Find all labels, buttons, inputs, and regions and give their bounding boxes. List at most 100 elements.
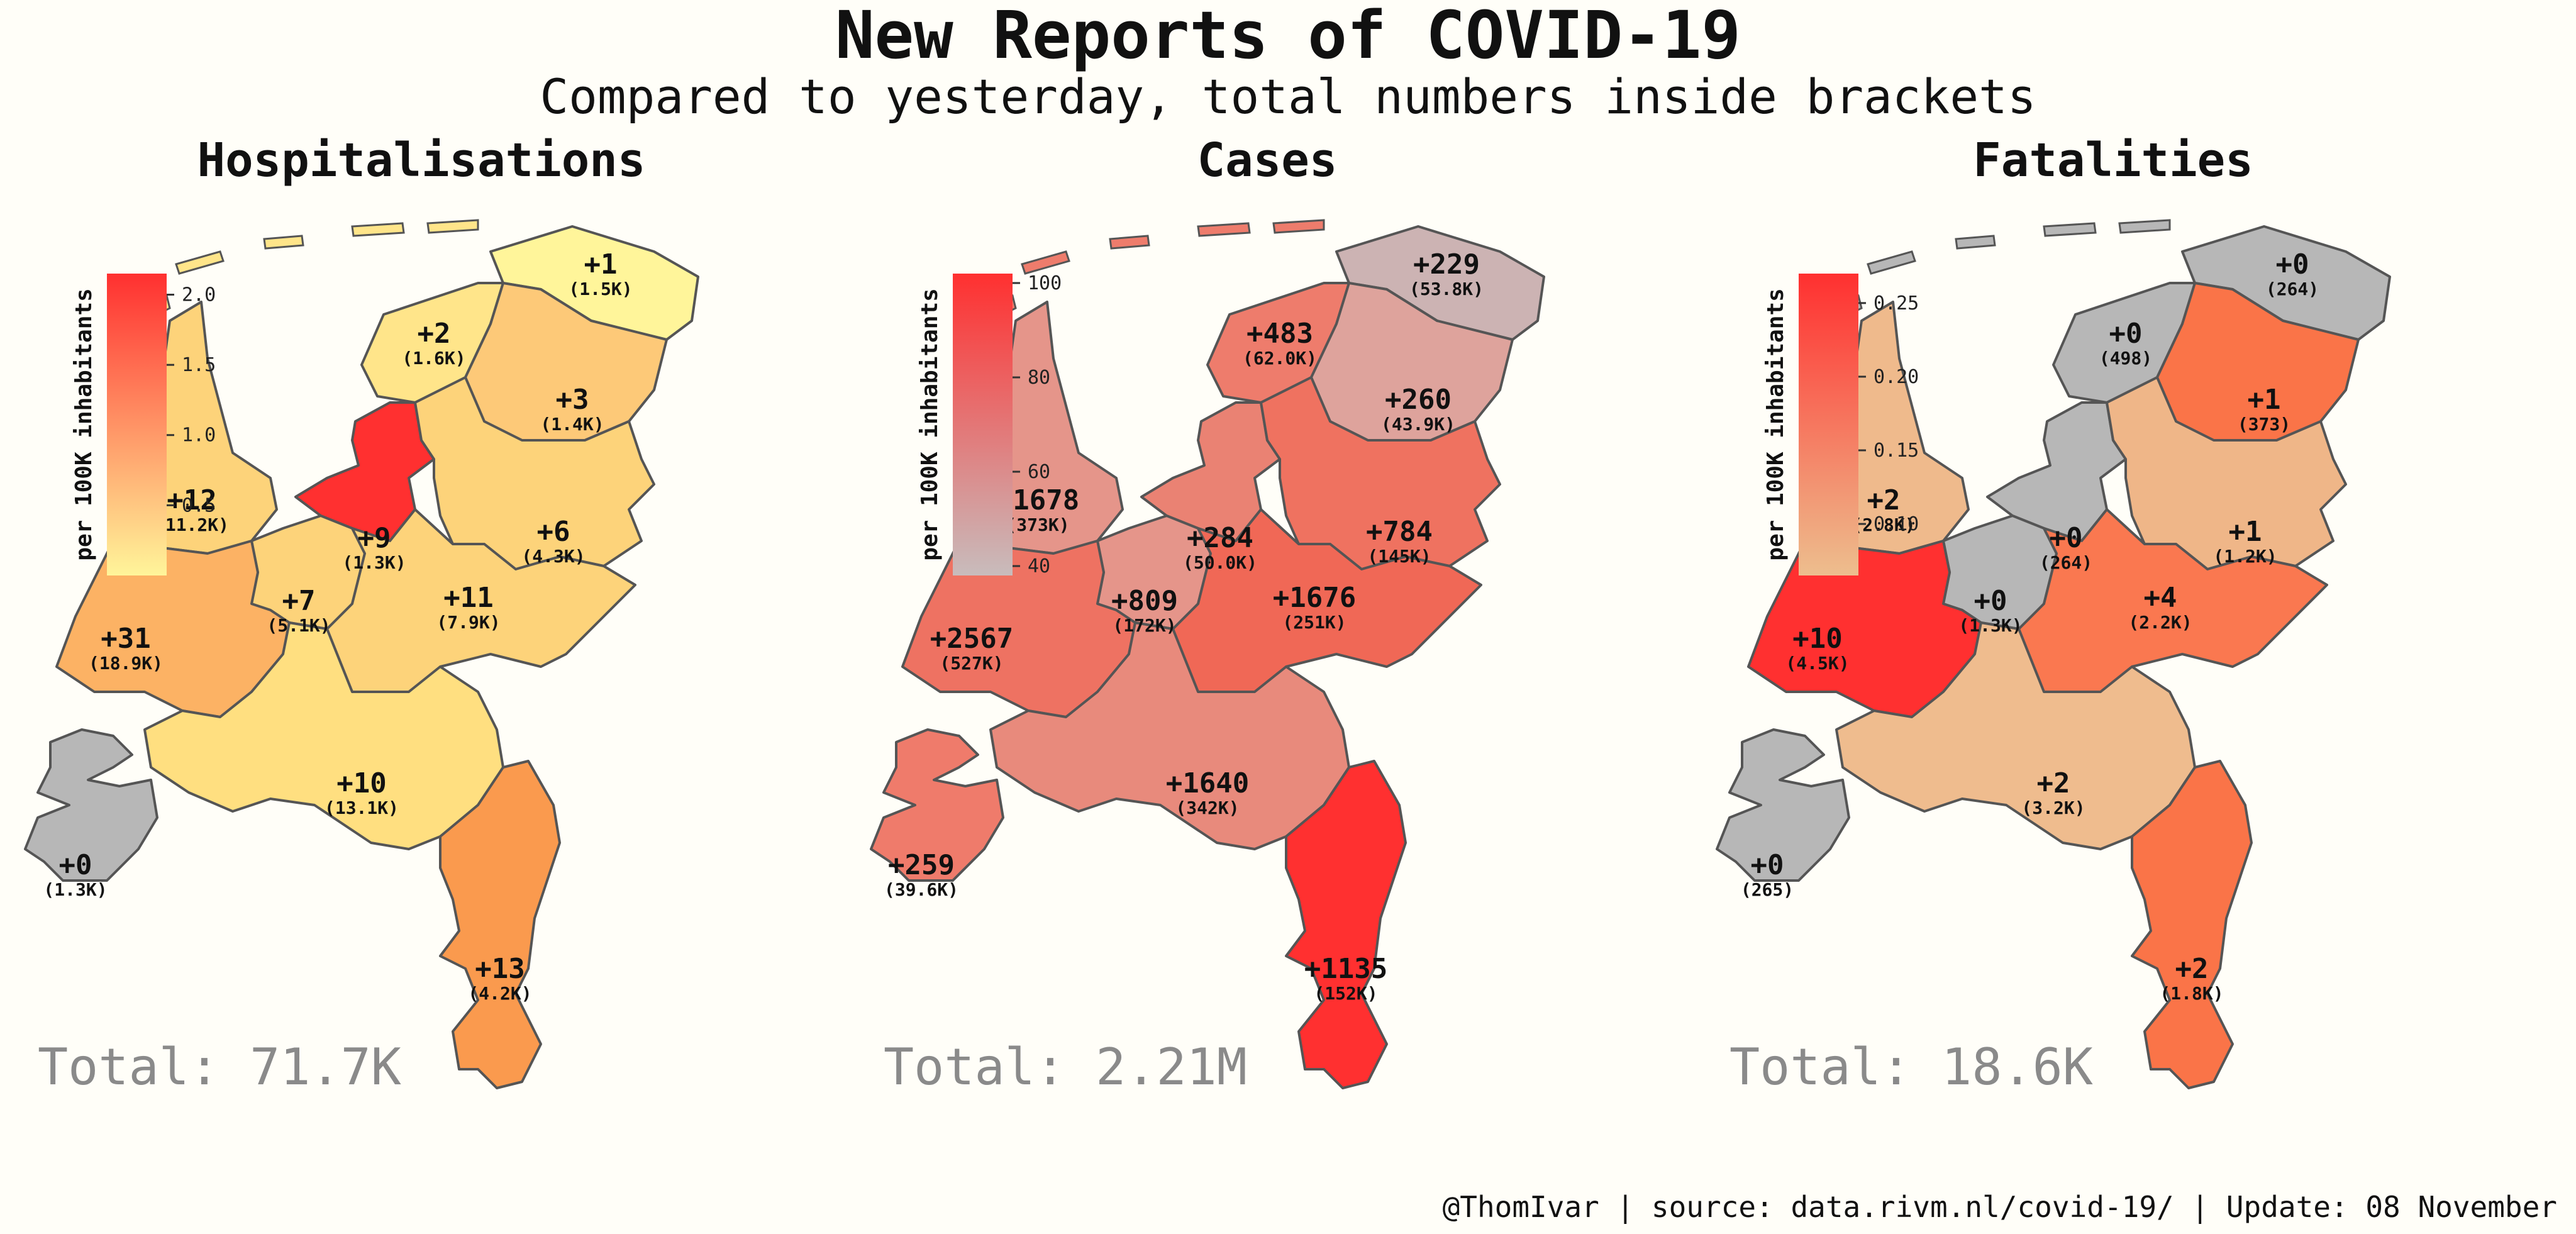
region-delta-label: +13	[475, 953, 525, 985]
colorbar	[107, 274, 167, 575]
colorbar-tick-label: 100	[1028, 272, 1062, 294]
region-delta-label: +0	[1751, 849, 1784, 881]
total-label: Total: 71.7K	[38, 1038, 401, 1096]
region-total-label: (152K)	[1314, 983, 1377, 1004]
region-delta-label: +2	[2037, 767, 2070, 799]
region-total-label: (342K)	[1175, 798, 1239, 818]
island-shape	[1955, 235, 1996, 250]
region-delta-label: +784	[1366, 516, 1433, 548]
colorbar-tick-label: 0.10	[1874, 513, 1919, 535]
region-delta-label: +6	[537, 516, 570, 548]
region-total-label: (5.1K)	[267, 615, 330, 636]
region-delta-label: +259	[888, 849, 955, 881]
panel-title: Fatalities	[1973, 133, 2253, 187]
region-delta-label: +2567	[930, 623, 1013, 655]
island-shape	[1272, 219, 1325, 234]
region-delta-label: +7	[282, 585, 316, 617]
island-shape	[1867, 250, 1916, 275]
region-total-label: (498)	[2099, 348, 2152, 369]
colorbar	[953, 274, 1013, 575]
region-total-label: (4.5K)	[1785, 653, 1849, 674]
region-total-label: (145K)	[1367, 546, 1431, 567]
region-delta-label: +9	[358, 522, 391, 554]
chart-subtitle: Compared to yesterday, total numbers ins…	[540, 69, 2036, 125]
region-total-label: (4.2K)	[468, 983, 531, 1004]
region-total-label: (11.2K)	[155, 514, 229, 535]
region-delta-label: +11	[443, 582, 493, 614]
region-delta-label: +2	[1867, 484, 1901, 516]
region-total-label: (251K)	[1282, 612, 1346, 633]
total-label: Total: 18.6K	[1729, 1038, 2093, 1096]
region-total-label: (53.8K)	[1409, 279, 1484, 299]
colorbar-tick-label: 0.15	[1874, 440, 1919, 462]
region-limburg	[439, 760, 561, 1089]
island-shape	[263, 235, 304, 250]
region-delta-label: +260	[1385, 384, 1452, 416]
region-delta-label: +1676	[1273, 582, 1356, 614]
region-total-label: (1.3K)	[1958, 615, 2022, 636]
region-total-label: (1.5K)	[569, 279, 632, 299]
panel-title: Hospitalisations	[197, 133, 646, 187]
region-zeeland	[1716, 728, 1850, 882]
region-delta-label: +2	[418, 318, 451, 350]
region-zeeland	[24, 728, 158, 882]
total-label: Total: 2.21M	[884, 1038, 1247, 1096]
netherlands-map: +0(498)+0(264)+1(373)+2(2.8K) +0(264)+1(1…	[1716, 219, 2391, 1089]
region-total-label: (4.3K)	[521, 546, 585, 567]
region-total-label: (373K)	[1006, 514, 1069, 535]
region-total-label: (172K)	[1113, 615, 1176, 636]
colorbar	[1799, 274, 1858, 575]
colorbar-axis-label: per 100K inhabitants	[71, 288, 97, 560]
region-delta-label: +0	[2109, 318, 2143, 350]
region-delta-label: +1	[2229, 516, 2262, 548]
colorbar-tick-label: 80	[1028, 367, 1050, 389]
island-shape	[2118, 219, 2171, 234]
region-delta-label: +229	[1413, 248, 1480, 281]
region-delta-label: +2	[2175, 953, 2209, 985]
region-total-label: (1.2K)	[2213, 546, 2277, 567]
colorbar-tick-label: 1.5	[182, 354, 216, 376]
region-delta-label: +0	[2050, 522, 2083, 554]
region-delta-label: +10	[336, 767, 386, 799]
colorbar-tick-label: 60	[1028, 461, 1050, 483]
colorbar-axis-label: per 100K inhabitants	[917, 288, 943, 560]
region-delta-label: +1135	[1304, 953, 1387, 985]
region-delta-label: +0	[2276, 248, 2309, 281]
region-zeeland	[870, 728, 1004, 882]
netherlands-map: +483(62.0K)+229(53.8K)+260(43.9K)+1678(3…	[870, 219, 1545, 1089]
region-delta-label: +0	[1974, 585, 2007, 617]
region-total-label: (264)	[2040, 552, 2092, 573]
region-delta-label: +3	[556, 384, 589, 416]
region-total-label: (50.0K)	[1183, 552, 1257, 573]
region-delta-label: +1	[584, 248, 618, 281]
colorbar-axis-label: per 100K inhabitants	[1763, 288, 1789, 560]
source-footer: @ThomIvar | source: data.rivm.nl/covid-1…	[1442, 1190, 2557, 1224]
region-total-label: (1.3K)	[43, 879, 107, 900]
region-limburg	[2131, 760, 2253, 1089]
colorbar-tick-label: 0.5	[182, 494, 216, 516]
island-shape	[426, 219, 479, 234]
region-total-label: (1.8K)	[2160, 983, 2223, 1004]
island-shape	[1197, 222, 1251, 237]
colorbar-tick-label: 1.0	[182, 425, 216, 447]
panel-fatalities: Fatalities +0 (498) +0 (264) +1 (373) +2 (2.8K)…	[1692, 132, 2534, 1164]
region-total-label: (265)	[1741, 879, 1794, 900]
colorbar-tick-label: 40	[1028, 555, 1050, 577]
region-delta-label: +12	[167, 484, 216, 516]
region-delta-label: +4	[2144, 582, 2177, 614]
island-shape	[175, 250, 225, 275]
chart-title: New Reports of COVID-19	[835, 0, 1741, 74]
region-delta-label: +809	[1111, 585, 1178, 617]
region-delta-label: +483	[1246, 318, 1313, 350]
region-total-label: (373)	[2238, 414, 2290, 435]
region-total-label: (527K)	[940, 653, 1003, 674]
region-total-label: (62.0K)	[1243, 348, 1317, 369]
region-delta-label: +1	[2248, 384, 2281, 416]
region-total-label: (13.1K)	[325, 798, 399, 818]
colorbar-tick-label: 2.0	[182, 284, 216, 306]
region-total-label: (18.9K)	[89, 653, 163, 674]
colorbar-tick-label: 0.25	[1874, 292, 1919, 314]
region-total-label: (264)	[2266, 279, 2319, 299]
panel-hospitalisations: Hospitalisations +2 (1.6K) +1 (1.5K) +3 (1.4K…	[0, 132, 843, 1164]
region-total-label: (3.2K)	[2021, 798, 2085, 818]
